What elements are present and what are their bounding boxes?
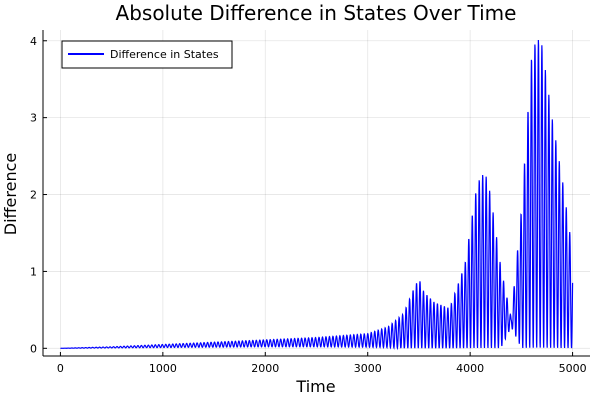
y-tick-label: 3 <box>30 112 37 125</box>
series-layer <box>60 40 574 351</box>
x-tick-label: 5000 <box>559 362 587 375</box>
tick-labels: 0 1000 2000 3000 4000 5000 0 1 2 3 4 <box>30 35 587 375</box>
x-tick-label: 0 <box>57 362 64 375</box>
y-tick-label: 2 <box>30 189 37 202</box>
grid <box>43 30 590 356</box>
x-axis-label: Time <box>295 377 335 396</box>
axes <box>42 30 590 357</box>
y-axis-label: Difference <box>1 153 20 235</box>
legend: Difference in States <box>61 40 233 69</box>
x-tick-label: 3000 <box>354 362 382 375</box>
x-tick-label: 1000 <box>149 362 177 375</box>
series-line-difference-in-states <box>60 40 574 351</box>
y-tick-label: 0 <box>30 342 37 355</box>
x-tick-label: 2000 <box>251 362 279 375</box>
legend-label-difference-in-states: Difference in States <box>110 48 219 61</box>
x-tick-label: 4000 <box>456 362 484 375</box>
y-tick-label: 1 <box>30 265 37 278</box>
chart-title: Absolute Difference in States Over Time <box>116 1 517 25</box>
y-tick-label: 4 <box>30 35 37 48</box>
